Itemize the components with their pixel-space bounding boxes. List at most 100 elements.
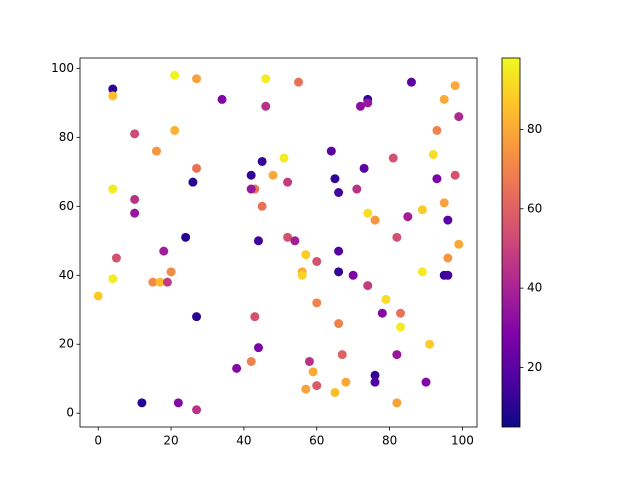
point xyxy=(192,312,202,322)
point xyxy=(170,125,180,135)
point xyxy=(137,398,147,408)
point xyxy=(159,246,169,256)
point xyxy=(341,377,351,387)
x-tick-label: 20 xyxy=(163,434,178,448)
point xyxy=(253,236,263,246)
point xyxy=(355,101,365,111)
point xyxy=(261,101,271,111)
point xyxy=(454,239,464,249)
point xyxy=(396,308,406,318)
point xyxy=(417,267,427,277)
point xyxy=(359,163,369,173)
point xyxy=(392,398,402,408)
point xyxy=(301,250,311,260)
point xyxy=(192,74,202,84)
point xyxy=(130,194,140,204)
point xyxy=(108,91,118,101)
point xyxy=(250,312,260,322)
y-tick-label: 20 xyxy=(59,337,74,351)
y-tick-label: 40 xyxy=(59,268,74,282)
point xyxy=(312,256,322,266)
point xyxy=(443,270,453,280)
point xyxy=(363,208,373,218)
colorbar-tick-label: 60 xyxy=(527,201,542,215)
x-tick-label: 60 xyxy=(309,434,324,448)
point xyxy=(370,215,380,225)
colorbar-tick-label: 40 xyxy=(527,281,542,295)
point xyxy=(425,339,435,349)
point xyxy=(312,381,322,391)
point xyxy=(377,308,387,318)
point xyxy=(294,77,304,87)
point xyxy=(155,277,165,287)
point xyxy=(417,205,427,215)
point xyxy=(334,187,344,197)
y-tick-label: 60 xyxy=(59,199,74,213)
point xyxy=(148,277,158,287)
point xyxy=(162,277,172,287)
point xyxy=(443,215,453,225)
point xyxy=(330,174,340,184)
point xyxy=(192,163,202,173)
point xyxy=(173,398,183,408)
point xyxy=(392,232,402,242)
point xyxy=(363,281,373,291)
point xyxy=(421,377,431,387)
point xyxy=(93,291,103,301)
x-tick-label: 40 xyxy=(236,434,251,448)
point xyxy=(330,388,340,398)
y-tick-label: 0 xyxy=(66,406,74,420)
point xyxy=(406,77,416,87)
point xyxy=(334,246,344,256)
point xyxy=(253,343,263,353)
point xyxy=(130,129,140,139)
colorbar-tick-label: 80 xyxy=(527,122,542,136)
point xyxy=(108,84,118,94)
point xyxy=(232,363,242,373)
point xyxy=(352,184,362,194)
x-tick-label: 0 xyxy=(94,434,102,448)
point xyxy=(188,177,198,187)
point xyxy=(111,253,121,263)
point xyxy=(450,170,460,180)
x-tick-label: 100 xyxy=(451,434,474,448)
colorbar-tick-label: 20 xyxy=(527,360,542,374)
point xyxy=(108,184,118,194)
point xyxy=(439,198,449,208)
point xyxy=(308,367,318,377)
point xyxy=(326,146,336,156)
point xyxy=(348,270,358,280)
point xyxy=(428,150,438,160)
point xyxy=(301,384,311,394)
point xyxy=(443,253,453,263)
y-tick-label: 80 xyxy=(59,130,74,144)
point xyxy=(246,184,256,194)
point xyxy=(108,274,118,284)
point xyxy=(166,267,176,277)
point xyxy=(283,177,293,187)
point xyxy=(283,232,293,242)
point xyxy=(257,156,267,166)
axes-frame xyxy=(79,57,478,428)
point xyxy=(396,322,406,332)
point xyxy=(297,270,307,280)
point xyxy=(268,170,278,180)
point xyxy=(370,370,380,380)
point xyxy=(217,94,227,104)
point xyxy=(363,98,373,108)
point xyxy=(257,201,267,211)
point xyxy=(312,298,322,308)
x-tick-label: 80 xyxy=(382,434,397,448)
colorbar-frame xyxy=(501,57,521,428)
point xyxy=(334,319,344,329)
point xyxy=(432,125,442,135)
point xyxy=(381,294,391,304)
point xyxy=(246,356,256,366)
point xyxy=(370,377,380,387)
point xyxy=(439,94,449,104)
point xyxy=(403,212,413,222)
colorbar xyxy=(502,58,520,427)
point xyxy=(130,208,140,218)
point xyxy=(170,70,180,80)
